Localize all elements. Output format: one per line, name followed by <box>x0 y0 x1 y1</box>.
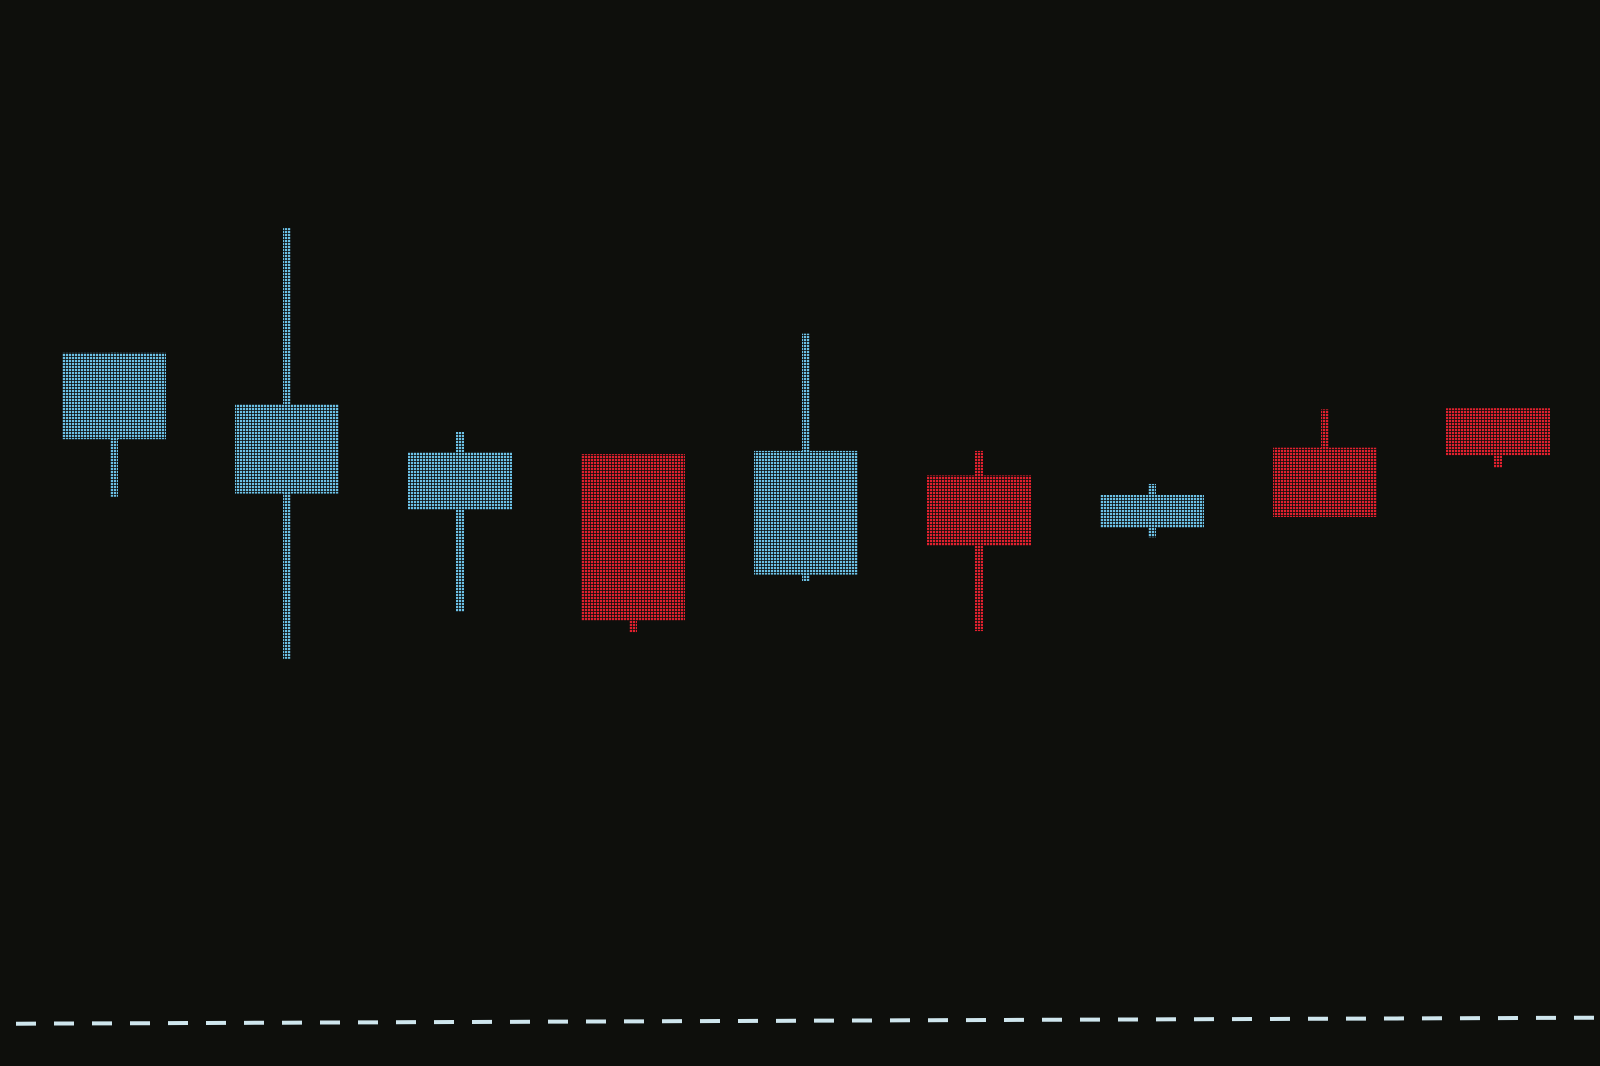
candle-3 <box>408 431 512 612</box>
candle-3-body <box>408 451 512 510</box>
candle-1 <box>62 352 166 497</box>
candle-5 <box>754 333 858 581</box>
baseline-dashed-line <box>15 1015 1597 1026</box>
candle-7-body <box>1100 494 1204 528</box>
candle-9-body <box>1446 408 1550 456</box>
candle-2 <box>235 228 339 659</box>
candles-layer <box>62 228 1550 659</box>
candle-8-body <box>1273 447 1377 518</box>
candle-9 <box>1446 408 1550 468</box>
candle-5-body <box>754 450 858 575</box>
candle-1-body <box>62 352 166 440</box>
candle-3-wick <box>456 431 464 612</box>
candle-4-body <box>581 454 685 621</box>
candle-7 <box>1100 483 1204 538</box>
candle-4 <box>581 454 685 633</box>
candle-8 <box>1273 409 1377 518</box>
candle-6-body <box>927 475 1031 546</box>
candle-2-body <box>235 404 339 494</box>
candle-6 <box>927 450 1031 632</box>
